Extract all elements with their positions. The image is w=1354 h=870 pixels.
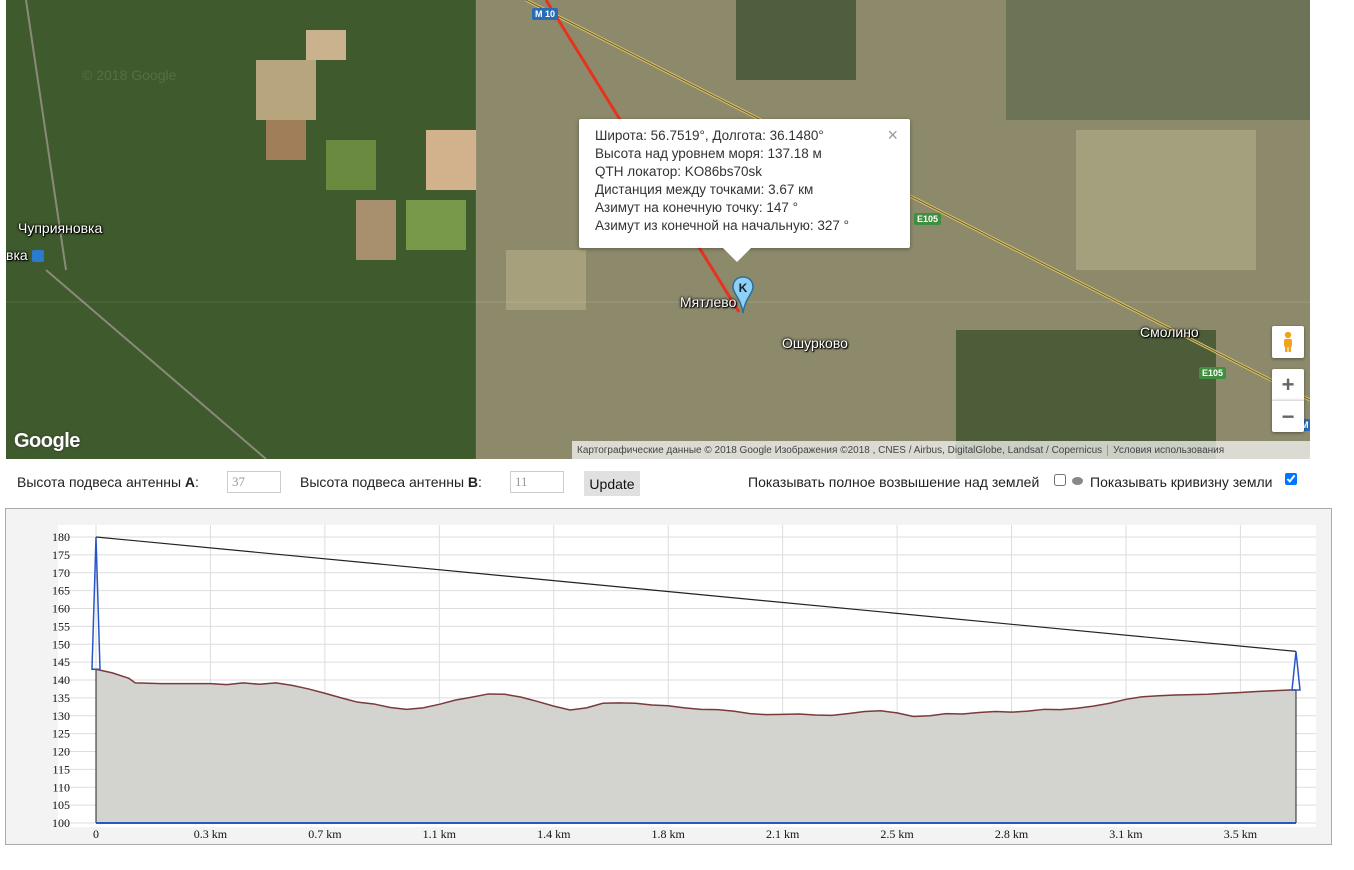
zoom-out-button[interactable]: −	[1272, 400, 1304, 432]
x-tick-label: 2.5 km	[880, 827, 914, 841]
place-label-oshurkovo: Ошурково	[782, 335, 848, 351]
curvature-checkbox[interactable]	[1285, 473, 1297, 485]
line-of-sight	[95, 536, 1297, 652]
antenna-controls: Высота подвеса антенны A: Высота подвеса…	[0, 468, 1354, 498]
y-tick-label: 160	[52, 602, 70, 616]
full-elevation-checkbox[interactable]	[1054, 474, 1066, 486]
google-logo: Google	[14, 430, 80, 452]
update-button[interactable]: Update	[584, 471, 640, 496]
attribution-text: Картографические данные © 2018 Google Из…	[572, 444, 1109, 456]
x-tick-label: 0.7 km	[308, 827, 342, 841]
marker-letter: K	[739, 281, 748, 295]
place-label-myatlevo: Мятлево	[680, 294, 737, 310]
y-tick-label: 165	[52, 584, 70, 598]
y-tick-label: 175	[52, 548, 70, 562]
x-tick-label: 0.3 km	[194, 827, 228, 841]
x-tick-label: 3.1 km	[1109, 827, 1143, 841]
y-tick-label: 140	[52, 673, 70, 687]
elevation-profile-chart: 100 105 110 115 120 125 130 135 140 145 150 155 160 1…	[5, 508, 1332, 845]
road-shield-m10: M 10	[532, 8, 559, 20]
y-tick-label: 125	[52, 727, 70, 741]
x-tick-label: 3.5 km	[1224, 827, 1258, 841]
street-view-button[interactable]	[1272, 326, 1304, 358]
y-tick-label: 180	[52, 530, 70, 544]
terrain-line	[95, 668, 1296, 718]
map-marker[interactable]: K	[732, 276, 754, 319]
map-attribution: Картографические данные © 2018 Google Из…	[572, 441, 1310, 459]
curvature-label: Показывать кривизну земли	[1090, 474, 1273, 490]
info-azimuth-from-end: Азимут из конечной на начальную: 327 °	[595, 218, 850, 233]
info-azimuth-to-end: Азимут на конечную точку: 147 °	[595, 200, 799, 215]
place-label-chupriyanovka: Чуприяновка	[18, 220, 103, 236]
y-tick-label: 150	[52, 637, 70, 651]
y-tick-label: 145	[52, 655, 70, 669]
place-label-station: вка	[6, 247, 44, 263]
x-tick-label: 1.8 km	[652, 827, 686, 841]
pegman-icon	[1284, 331, 1292, 352]
info-distance: Дистанция между точками: 3.67 км	[595, 182, 814, 197]
y-tick-label: 115	[52, 762, 70, 776]
terrain-area	[96, 669, 1296, 823]
close-icon[interactable]: ×	[887, 125, 898, 145]
antenna-b-label: Высота подвеса антенны B:	[300, 474, 482, 490]
x-tick-label: 1.4 km	[537, 827, 571, 841]
antenna-a-label: Высота подвеса антенны A:	[17, 474, 199, 490]
y-tick-label: 120	[52, 745, 70, 759]
zoom-in-button[interactable]: +	[1272, 369, 1304, 400]
antenna-b-height-input[interactable]	[510, 471, 564, 493]
info-latlon: Широта: 56.7519°, Долгота: 36.1480°	[595, 128, 824, 143]
antenna-a-mark	[91, 536, 101, 671]
full-elevation-label: Показывать полное возвышение над землей	[748, 474, 1040, 490]
road-shield-e105-2: E105	[1199, 367, 1227, 379]
x-tick-label: 0	[93, 827, 99, 841]
info-altitude: Высота над уровнем моря: 137.18 м	[595, 146, 822, 161]
x-tick-label: 2.8 km	[995, 827, 1029, 841]
map-watermark: © 2018 Google	[82, 67, 177, 83]
antenna-a-height-input[interactable]	[227, 471, 281, 493]
y-tick-label: 100	[52, 816, 70, 830]
y-tick-label: 105	[52, 798, 70, 812]
place-label-smolino: Смолино	[1140, 324, 1199, 340]
map-imagery	[6, 0, 1310, 459]
info-window: Широта: 56.7519°, Долгота: 36.1480° Высо…	[579, 119, 910, 262]
profile-svg: 100 105 110 115 120 125 130 135 140 145 150 155 160 1…	[52, 525, 1316, 841]
x-tick-label: 1.1 km	[423, 827, 457, 841]
y-tick-label: 135	[52, 691, 70, 705]
info-qth-locator: QTH локатор: KO86bs70sk	[595, 164, 763, 179]
satellite-map[interactable]: Чуприяновка вка Мятлево Ошурково Смолино…	[6, 0, 1310, 459]
train-icon	[31, 250, 44, 263]
y-tick-label: 110	[52, 780, 70, 794]
marker-pin-icon: K	[732, 276, 754, 314]
y-tick-label: 130	[52, 709, 70, 723]
antenna-b-mark	[1291, 651, 1301, 691]
comment-icon	[1072, 477, 1083, 485]
road-shield-e105: E105	[914, 213, 942, 225]
terms-link[interactable]: Условия использования	[1113, 444, 1225, 456]
y-tick-label: 170	[52, 566, 70, 580]
x-tick-label: 2.1 km	[766, 827, 800, 841]
y-tick-label: 155	[52, 619, 70, 633]
